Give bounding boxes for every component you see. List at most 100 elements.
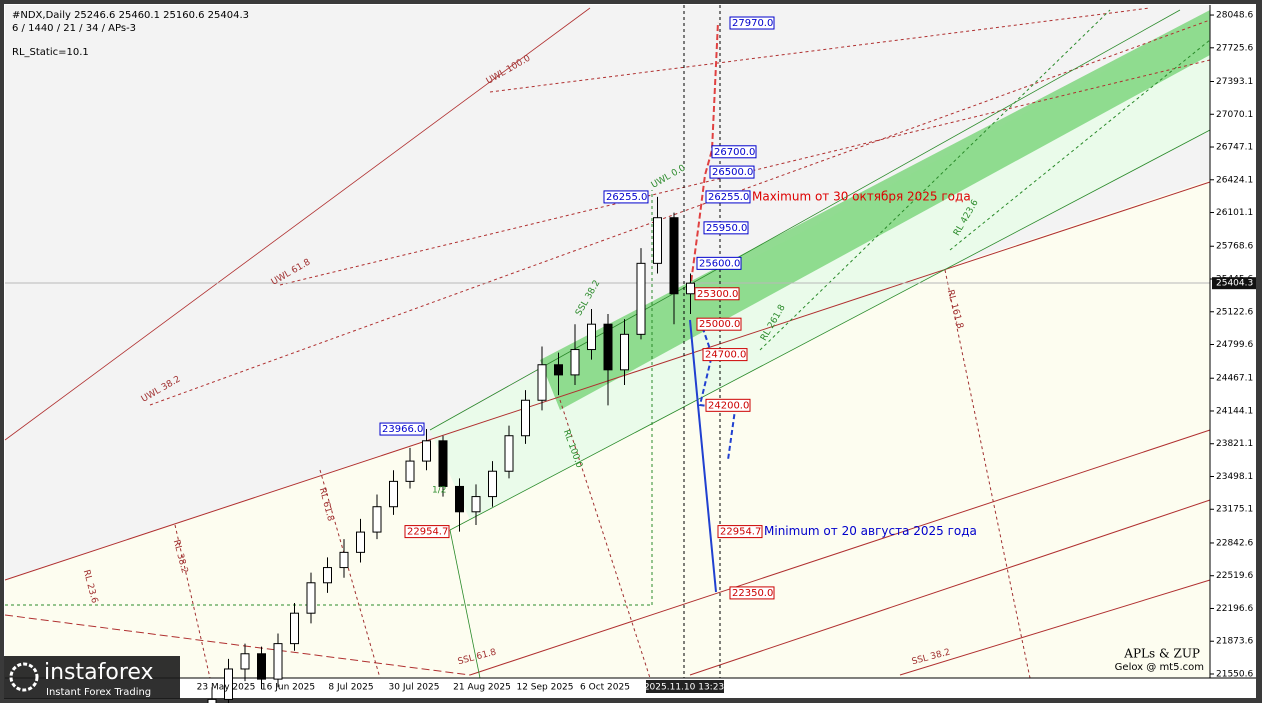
level-box (729, 16, 775, 30)
x-tick-label: 2025.11.10 13:23 (644, 683, 724, 693)
level-label: 22350.0 (732, 588, 773, 599)
y-tick-label: 28048.6 (1216, 11, 1253, 21)
candle-body (620, 333, 629, 371)
level-label: 22954.7 (407, 527, 448, 538)
x-tick-label: 16 Jun 2025 (261, 683, 315, 693)
y-tick-label: 22196.6 (1216, 604, 1253, 614)
logo-icon (9, 662, 39, 692)
fan-label: 1/2 (432, 486, 446, 496)
candle-body (224, 668, 233, 700)
level-label: 25300.0 (697, 289, 738, 300)
y-tick-label: 24799.6 (1216, 340, 1253, 350)
signature: APLs & ZUP (1123, 647, 1200, 661)
y-tick-label: 21550.6 (1216, 669, 1253, 679)
level-label: 25600.0 (699, 258, 740, 269)
x-label-box (646, 680, 724, 693)
x-tick-label: 21 Aug 2025 (453, 683, 511, 693)
x-tick-label: 30 Jul 2025 (389, 683, 440, 693)
y-tick-label: 21873.6 (1216, 637, 1253, 647)
level-label: 25000.0 (699, 319, 740, 330)
x-tick-label: 6 Oct 2025 (580, 683, 630, 693)
x-tick-label: 12 Sep 2025 (516, 683, 573, 693)
candle-body (438, 440, 448, 487)
level-label: 27970.0 (732, 18, 773, 29)
level-label: 26700.0 (714, 147, 755, 158)
level-box (404, 525, 450, 539)
candle-body (653, 217, 662, 264)
level-label: 26500.0 (712, 167, 753, 178)
candle-body (570, 349, 580, 376)
level-label: 24200.0 (708, 400, 749, 411)
logo-tagline: Instant Forex Trading (46, 687, 151, 698)
candle-body (521, 399, 530, 437)
level-box (696, 317, 742, 331)
candle-body (603, 323, 613, 371)
y-tick-label: 22519.6 (1216, 571, 1253, 581)
y-tick-label: 27393.1 (1216, 77, 1253, 87)
channel-band (540, 10, 1210, 410)
candle-body (669, 217, 679, 295)
y-tick-label: 24467.1 (1216, 374, 1253, 384)
level-label: 26255.0 (606, 192, 647, 203)
level-box (702, 348, 748, 362)
candle-body (537, 364, 547, 401)
logo: instaforex (44, 660, 154, 685)
candle-body (636, 262, 646, 335)
candle-body (488, 470, 497, 498)
y-tick-label: 26424.1 (1216, 175, 1253, 185)
y-tick-label: 22842.6 (1216, 538, 1253, 548)
logo-box (4, 656, 180, 699)
y-tick-label: 26101.1 (1216, 208, 1253, 218)
y-tick-label: 23821.1 (1216, 439, 1253, 449)
level-box (694, 287, 740, 301)
level-label: 26255.0 (708, 192, 749, 203)
header: #NDX,Daily 25246.6 25460.1 25160.6 25404… (12, 10, 249, 21)
y-tick-label: 23498.1 (1216, 472, 1253, 482)
y-tick-label: 25768.6 (1216, 242, 1253, 252)
candle-body (290, 612, 299, 645)
zone (5, 5, 1210, 580)
candle-body (273, 643, 283, 680)
candle-body (455, 485, 464, 513)
candle-body (587, 323, 596, 351)
y-tick-label: 23175.1 (1216, 505, 1253, 515)
level-box (703, 221, 749, 235)
subheader: 6 / 1440 / 21 / 34 / APs-3 (12, 23, 136, 34)
candle-body (356, 531, 365, 553)
indicator: RL_Static=10.1 (12, 47, 89, 58)
level-box (705, 398, 751, 412)
level-label: 25950.0 (706, 223, 747, 234)
y-tick-label: 27725.6 (1216, 43, 1253, 53)
level-box (717, 525, 763, 539)
level-label: 22954.7 (720, 527, 761, 538)
candle-body (405, 460, 415, 482)
y-tick-label: 27070.1 (1216, 110, 1253, 120)
candle-body (554, 364, 563, 376)
signature: Gelox @ mt5.com (1115, 662, 1204, 673)
level-box (696, 256, 742, 270)
y-tick-label: 24144.1 (1216, 406, 1253, 416)
candle-body (504, 435, 514, 472)
candle-body (389, 480, 398, 508)
level-box (709, 165, 755, 179)
annotation: Maximum от 30 октября 2025 года (752, 189, 971, 203)
candle-body (471, 496, 481, 513)
level-box (379, 422, 425, 436)
level-label: 23966.0 (382, 424, 423, 435)
projections (689, 21, 737, 593)
candle-body (306, 582, 316, 614)
current-price-box (1212, 277, 1256, 290)
candle-body (257, 653, 266, 680)
candle-body (422, 440, 431, 462)
candle-body (323, 567, 332, 584)
candle-body (207, 698, 217, 707)
y-tick-label: 26747.1 (1216, 143, 1253, 153)
candle-body (686, 282, 695, 295)
x-tick-label: 8 Jul 2025 (328, 683, 373, 693)
level-box (729, 586, 775, 600)
current-price: 25404.3 (1216, 279, 1253, 289)
candle-body (339, 551, 349, 569)
level-box (705, 190, 751, 204)
level-box (603, 190, 649, 204)
